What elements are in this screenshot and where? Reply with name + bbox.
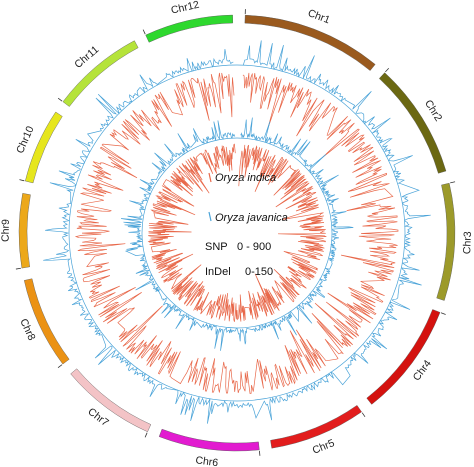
chromosome-tick-2: [385, 67, 390, 73]
chromosome-tick-9: [15, 267, 21, 270]
chromosome-tick-10: [19, 179, 25, 182]
chromosome-label-10: Chr10: [14, 124, 37, 155]
chromosome-tick-8: [57, 364, 63, 369]
chromosome-block-7: [70, 368, 152, 433]
chromosome-block-6: [158, 428, 260, 452]
chromosome-block-3: [436, 182, 456, 301]
chromosome-label-6: Chr6: [195, 454, 219, 467]
chromosome-label-4: Chr4: [411, 358, 434, 384]
snp-series-inner: [147, 143, 327, 322]
track-baseline-inner: [141, 137, 333, 329]
legend-swatch-javanica: [208, 211, 212, 222]
chromosome-block-10: [25, 111, 63, 184]
chromosome-tick-7: [144, 432, 148, 438]
chromosome-block-5: [270, 405, 362, 449]
chromosome-label-12: Chr12: [170, 0, 201, 17]
chromosome-tick-12: [142, 29, 146, 35]
chromosome-block-9: [18, 193, 31, 269]
chromosome-label-8: Chr8: [17, 317, 37, 343]
chromosome-tick-11: [57, 97, 63, 102]
chromosome-label-5: Chr5: [311, 437, 337, 457]
legend-label-indica: Oryza indica: [215, 172, 276, 184]
chromosome-label-9: Chr9: [0, 219, 12, 242]
data-tracks: [43, 40, 431, 424]
legend-indel-label: InDel: [205, 266, 231, 278]
chromosome-label-2: Chr2: [422, 98, 444, 124]
legend-indel-range: 0-150: [245, 266, 273, 278]
chromosome-label-7: Chr7: [85, 406, 111, 429]
chromosome-block-11: [62, 40, 139, 107]
legend-swatch-indica: [208, 172, 212, 183]
legend-snp-range: 0 - 900: [237, 241, 271, 253]
chromosome-block-4: [366, 309, 441, 405]
indel-series-inner: [121, 117, 354, 351]
chromosome-label-3: Chr3: [461, 231, 474, 254]
chromosome-tick-3: [450, 181, 456, 184]
snp-series-outer: [74, 72, 399, 394]
chromosome-tick-5: [361, 412, 366, 418]
chromosome-block-12: [145, 14, 233, 43]
legend-snp-label: SNP: [205, 241, 228, 253]
chromosome-block-1: [244, 14, 376, 71]
chromosome-tick-6: [259, 450, 261, 456]
legend-label-javanica: Oryza javanica: [215, 212, 288, 224]
chromosome-block-2: [378, 72, 447, 174]
chromosome-block-8: [23, 278, 70, 365]
indel-series-outer: [43, 40, 431, 424]
legend: Oryza indica Oryza javanica SNP 0 - 900 …: [205, 172, 288, 278]
chromosome-label-1: Chr1: [306, 7, 332, 26]
track-baseline-outer: [68, 64, 406, 402]
chromosome-tick-4: [440, 312, 446, 315]
